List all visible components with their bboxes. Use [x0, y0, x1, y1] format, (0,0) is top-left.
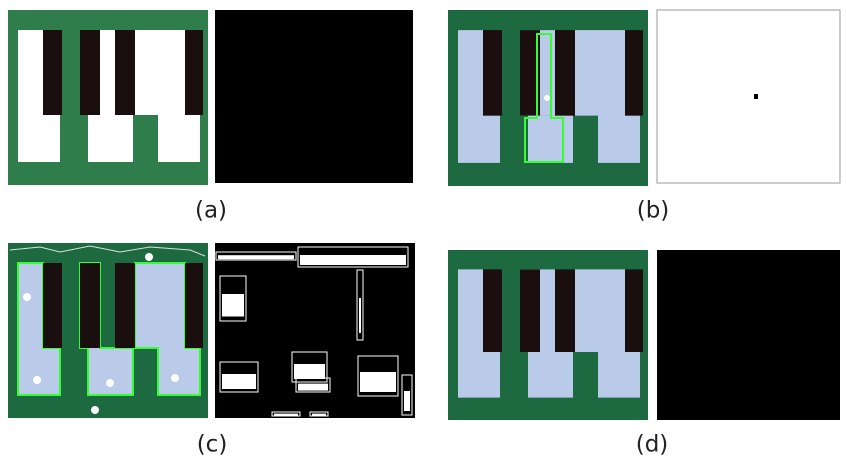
black-key — [555, 30, 575, 115]
black-key — [483, 30, 502, 115]
images — [8, 10, 840, 420]
panel-label: (a) — [195, 198, 227, 224]
marker — [33, 376, 41, 384]
marker — [544, 95, 550, 101]
key — [100, 30, 115, 115]
blob — [294, 364, 325, 379]
marker — [106, 379, 114, 387]
panel-label: (b) — [637, 198, 670, 224]
black-key — [625, 269, 643, 352]
blob — [222, 294, 244, 317]
blob — [404, 391, 410, 411]
black-key — [625, 30, 643, 115]
black-key — [43, 263, 62, 348]
marker — [23, 293, 31, 301]
black-key — [115, 30, 135, 115]
marker — [171, 374, 179, 382]
blob — [222, 374, 256, 389]
black-key — [185, 263, 203, 348]
marker — [145, 253, 153, 261]
black-key — [483, 269, 502, 352]
blob — [312, 414, 326, 416]
key — [540, 269, 555, 352]
key — [540, 30, 555, 115]
blob — [359, 298, 361, 333]
black-key — [80, 263, 100, 348]
panel-label: (d) — [636, 432, 669, 458]
black-key — [80, 30, 100, 115]
blob — [360, 372, 396, 392]
black-key — [520, 269, 540, 352]
marker — [91, 406, 99, 414]
black-key — [185, 30, 203, 115]
black-key — [43, 30, 62, 115]
dot — [754, 94, 758, 99]
mask — [215, 10, 413, 183]
mask — [657, 250, 840, 420]
figure: (a) (b) (c) (d) — [0, 0, 846, 463]
black-key — [555, 269, 575, 352]
blob — [300, 255, 406, 265]
blob — [274, 414, 298, 416]
mask — [657, 10, 840, 183]
panel-label: (c) — [197, 432, 228, 458]
blob — [298, 384, 328, 391]
black-key — [115, 263, 135, 348]
blob — [218, 255, 294, 259]
